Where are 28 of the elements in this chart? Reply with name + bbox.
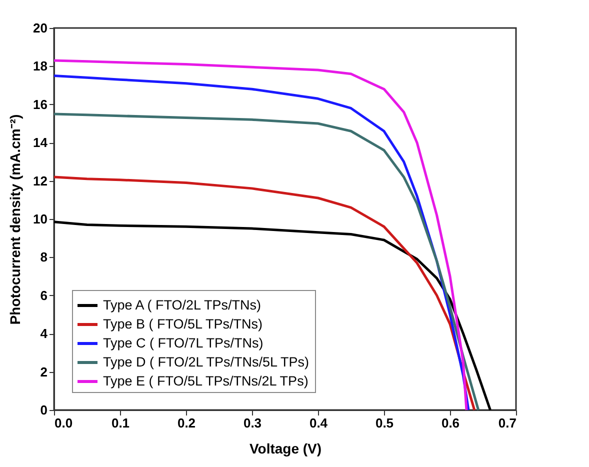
legend-label: Type B ( FTO/5L TPs/TNs) [103,316,263,332]
y-tick-label: 12 [33,173,48,188]
x-tick-label: 0.7 [498,416,516,430]
y-axis-title: Photocurrent density (mA.cm⁻²) [7,114,24,325]
line-series [52,220,492,412]
line-series [52,176,476,412]
x-tick-label: 0.4 [309,416,328,430]
y-tick-label: 0 [40,402,48,418]
x-tick-label: 0.2 [177,416,196,430]
y-tick-label: 16 [33,96,48,112]
y-tick-label: 14 [33,135,48,150]
x-tick-label: 0.0 [54,416,73,430]
x-tick-label: 0.1 [111,416,130,430]
y-tick-label: 20 [33,20,48,36]
x-axis-title: Voltage (V) [249,440,322,456]
x-tick-label: 0.3 [243,416,262,430]
y-tick-label: 4 [40,326,48,342]
y-tick-label: 10 [33,212,48,226]
legend-label: Type C ( FTO/7L TPs/TNs) [103,336,264,350]
y-tick-label: 6 [40,288,48,303]
y-tick-label: 2 [40,364,48,380]
x-tick-label: 0.5 [375,416,394,430]
y-tick-label: 8 [40,250,48,265]
legend-label: Type D ( FTO/2L TPs/TNs/5L TPs) [103,354,310,370]
legend-label: Type A ( FTO/2L TPs/TNs) [103,298,262,312]
legend-label: Type E ( FTO/5L TPs/TNs/2L TPs) [103,374,308,388]
x-tick-label: 0.6 [441,416,460,430]
y-tick-label: 18 [33,58,48,74]
